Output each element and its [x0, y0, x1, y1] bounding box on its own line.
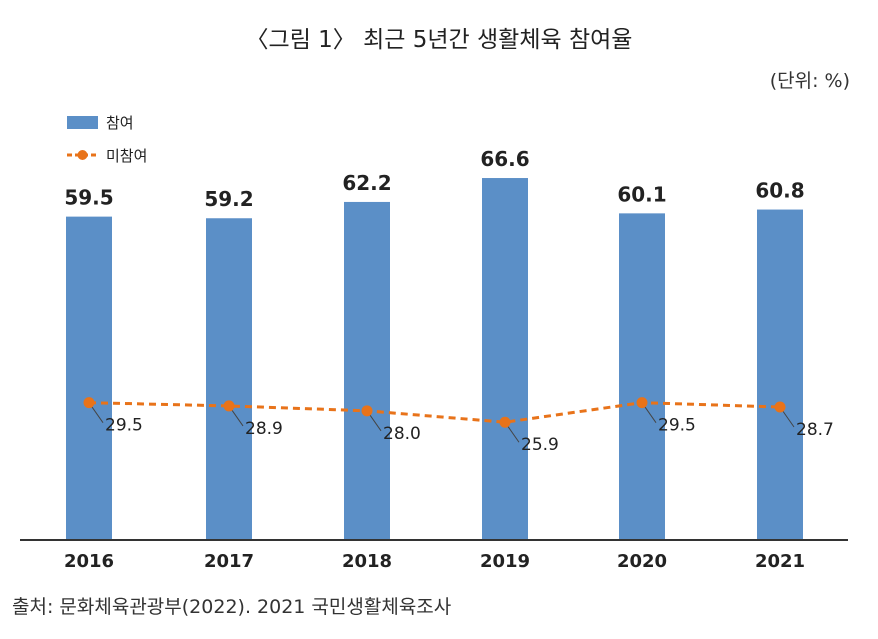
line-value-label: 28.9	[245, 419, 283, 439]
x-tick-label: 2021	[755, 551, 805, 572]
line-path	[88, 401, 781, 424]
line-value-label: 29.5	[658, 416, 696, 436]
legend-marker-line	[77, 150, 88, 160]
bar-value-label: 59.5	[64, 186, 113, 210]
chart-title: 〈그림 1〉 최근 5년간 생활체육 참여율	[245, 27, 633, 53]
line-series: 29.5 28.9 28.0 25.9 29.5 28.7	[83, 397, 834, 455]
bar-series: 59.5 59.2 62.2 66.6 60.1 60.8	[64, 147, 805, 541]
line-point	[83, 397, 95, 409]
unit-label: (단위: %)	[769, 70, 850, 92]
bar-value-label: 59.2	[204, 187, 253, 211]
line-point	[774, 401, 786, 413]
x-tick-label: 2018	[342, 551, 392, 572]
x-tick-label: 2016	[64, 551, 114, 572]
line-value-label: 28.0	[383, 424, 421, 444]
line-point	[361, 405, 373, 417]
x-axis: 2016 2017 2018 2019 2020 2021	[20, 539, 848, 572]
bar	[757, 209, 803, 540]
bar	[66, 216, 112, 540]
bar-value-label: 60.1	[617, 182, 666, 206]
legend-label-line: 미참여	[106, 147, 147, 165]
line-value-label: 28.7	[796, 420, 834, 440]
bar	[344, 201, 390, 540]
x-tick-label: 2020	[617, 551, 667, 572]
line-point	[223, 400, 235, 412]
source-note: 출처: 문화체육관광부(2022). 2021 국민생활체육조사	[12, 596, 452, 618]
line-point	[636, 397, 648, 409]
x-tick-label: 2019	[480, 551, 530, 572]
line-value-label: 25.9	[521, 435, 559, 455]
bar	[482, 178, 528, 541]
legend-swatch-bar	[67, 116, 98, 129]
bar-value-label: 60.8	[755, 179, 804, 203]
bar-value-label: 62.2	[342, 171, 391, 195]
bar-value-label: 66.6	[480, 147, 529, 171]
bar	[206, 218, 252, 541]
line-value-label: 29.5	[105, 416, 143, 436]
x-tick-label: 2017	[204, 551, 254, 572]
line-point	[499, 416, 511, 428]
bar	[619, 213, 665, 540]
legend-label-bar: 참여	[106, 114, 134, 132]
